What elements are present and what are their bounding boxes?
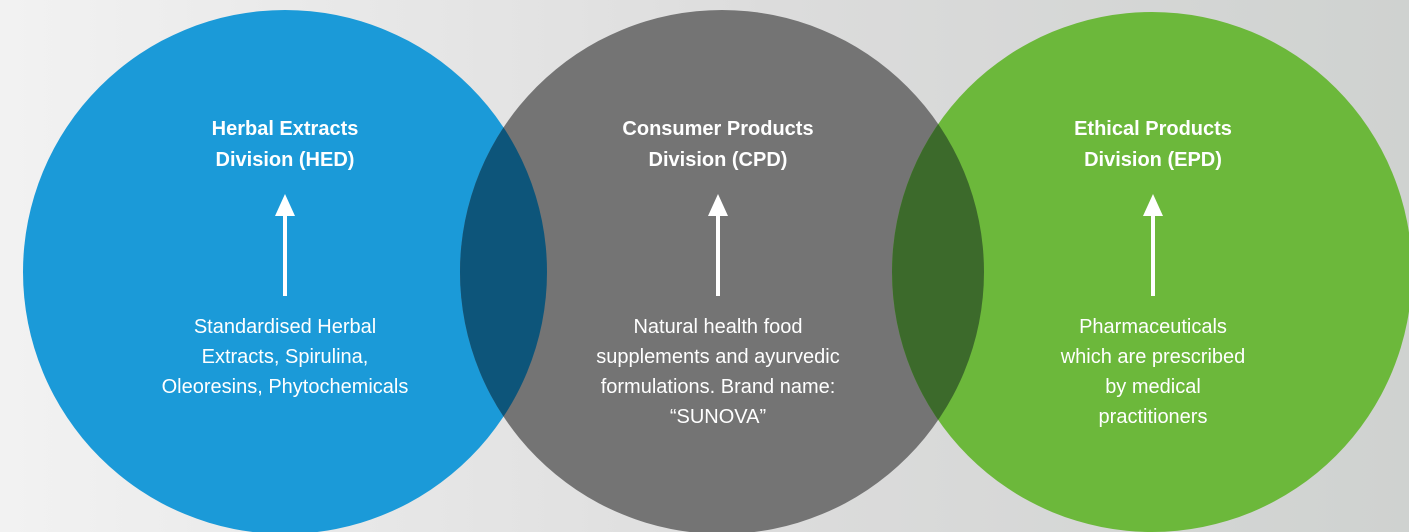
division-title: Herbal Extracts [212, 118, 359, 140]
division-title: Division (CPD) [649, 149, 788, 171]
division-description: practitioners [1099, 406, 1208, 428]
division-description: Natural health food [633, 316, 802, 338]
division-description: formulations. Brand name: [601, 376, 836, 398]
division-description: Pharmaceuticals [1079, 316, 1227, 338]
division-title: Consumer Products [622, 118, 813, 140]
division-description: which are prescribed [1060, 346, 1246, 368]
division-title: Division (EPD) [1084, 149, 1222, 171]
division-description: Standardised Herbal [194, 316, 376, 338]
division-description: supplements and ayurvedic [596, 346, 839, 368]
division-description: Oleoresins, Phytochemicals [162, 376, 409, 398]
division-title: Ethical Products [1074, 118, 1232, 140]
division-description: by medical [1105, 376, 1201, 398]
division-description: “SUNOVA” [670, 406, 766, 428]
division-description: Extracts, Spirulina, [202, 346, 369, 368]
diagram: Herbal Extracts Division (HED) Standardise… [0, 0, 1409, 532]
division-title: Division (HED) [216, 149, 355, 171]
